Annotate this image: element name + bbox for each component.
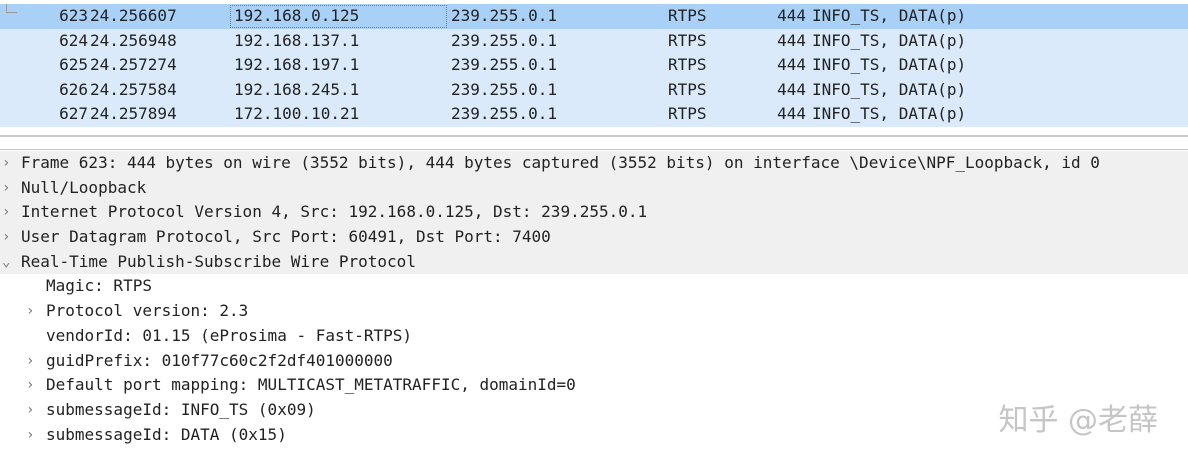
detail-text: guidPrefix: 010f77c60c2f2df401000000: [46, 350, 393, 370]
cell-src: 192.168.137.1: [234, 30, 360, 50]
cell-dst: 239.255.0.1: [451, 30, 557, 50]
cell-dst: 239.255.0.1: [451, 55, 557, 75]
cell-proto: RTPS: [668, 104, 707, 124]
cell-info: INFO_TS, DATA(p): [812, 30, 967, 50]
cell-time: 24.257584: [90, 79, 177, 99]
detail-text: submessageId: DATA (0x15): [46, 424, 287, 444]
chevron-right-icon[interactable]: ›: [2, 155, 11, 171]
cell-dst: 239.255.0.1: [451, 79, 557, 99]
cell-src: 192.168.197.1: [234, 55, 360, 75]
focus-cell: [230, 5, 447, 28]
chevron-right-icon[interactable]: ›: [2, 204, 11, 221]
cell-info: INFO_TS, DATA(p): [812, 6, 967, 25]
packet-row[interactable]: 627 24.257894 172.100.10.21 239.255.0.1 RTPS…: [0, 102, 1188, 127]
cell-proto: RTPS: [668, 79, 707, 99]
cell-time: 24.256948: [90, 30, 177, 50]
detail-text: Default port mapping: MULTICAST_METATRAF…: [46, 375, 576, 395]
chevron-right-icon[interactable]: ›: [26, 352, 35, 369]
detail-tree-item[interactable]: › Internet Protocol Version 4, Src: 192.1…: [0, 200, 1188, 226]
detail-text: Protocol version: 2.3: [46, 301, 249, 321]
cell-time: 24.257274: [90, 55, 177, 75]
detail-tree-item[interactable]: vendorId: 01.15 (eProsima - Fast-RTPS): [0, 324, 1188, 349]
cell-proto: RTPS: [668, 30, 707, 50]
cell-no: 623: [59, 6, 88, 25]
chevron-right-icon[interactable]: ›: [26, 401, 35, 418]
detail-text: Internet Protocol Version 4, Src: 192.16…: [21, 202, 648, 222]
packet-list: 623 24.256607 192.168.0.125 239.255.0.1 RTPS…: [0, 0, 1188, 130]
cell-src: 172.100.10.21: [234, 104, 360, 124]
chevron-down-icon[interactable]: ⌄: [2, 253, 11, 270]
detail-tree-item[interactable]: Magic: RTPS: [0, 274, 1188, 299]
detail-text: vendorId: 01.15 (eProsima - Fast-RTPS): [46, 325, 413, 345]
detail-text: Frame 623: 444 bytes on wire (3552 bits)…: [21, 153, 1100, 172]
cell-len: 444: [777, 79, 806, 99]
cell-src: 192.168.0.125: [234, 6, 360, 25]
chevron-right-icon[interactable]: ›: [26, 303, 35, 320]
detail-text: Magic: RTPS: [46, 276, 152, 296]
cell-dst: 239.255.0.1: [451, 6, 557, 25]
detail-tree-item[interactable]: › Protocol version: 2.3: [0, 299, 1188, 324]
packet-row[interactable]: 624 24.256948 192.168.137.1 239.255.0.1 RTPS…: [0, 28, 1188, 54]
chevron-right-icon[interactable]: ›: [2, 229, 11, 246]
packet-row[interactable]: 623 24.256607 192.168.0.125 239.255.0.1 RTPS…: [0, 4, 1188, 29]
cell-len: 444: [777, 30, 806, 50]
detail-tree-item[interactable]: › guidPrefix: 010f77c60c2f2df401000000: [0, 349, 1188, 374]
detail-tree-item[interactable]: › submessageId: DATA (0x15): [0, 423, 1188, 448]
cell-src: 192.168.245.1: [234, 79, 360, 99]
cell-no: 626: [59, 79, 88, 99]
cell-len: 444: [777, 6, 806, 25]
cell-time: 24.256607: [90, 6, 177, 25]
pane-splitter[interactable]: [0, 135, 1188, 150]
cell-len: 444: [777, 55, 806, 75]
cell-no: 625: [59, 55, 88, 75]
tree-connector: [6, 4, 17, 13]
chevron-right-icon[interactable]: ›: [26, 377, 35, 394]
chevron-right-icon[interactable]: ›: [26, 426, 35, 443]
cell-time: 24.257894: [90, 104, 177, 124]
detail-text: submessageId: INFO_TS (0x09): [46, 399, 316, 419]
chevron-right-icon[interactable]: ›: [2, 179, 11, 196]
detail-tree-item[interactable]: › submessageId: INFO_TS (0x09): [0, 398, 1188, 423]
cell-info: INFO_TS, DATA(p): [812, 55, 967, 75]
detail-tree-item[interactable]: › Default port mapping: MULTICAST_METATRA…: [0, 373, 1188, 398]
detail-tree-item[interactable]: › Null/Loopback: [0, 175, 1188, 201]
cell-dst: 239.255.0.1: [451, 104, 557, 124]
cell-len: 444: [777, 104, 806, 124]
cell-info: INFO_TS, DATA(p): [812, 79, 967, 99]
detail-tree-item[interactable]: ⌄ Real-Time Publish-Subscribe Wire Protoc…: [0, 249, 1188, 275]
watermark: 知乎 @老薛: [998, 403, 1158, 438]
cell-proto: RTPS: [668, 55, 707, 75]
packet-row[interactable]: 625 24.257274 192.168.197.1 239.255.0.1 RTPS…: [0, 53, 1188, 78]
packet-details-tree: › Frame 623: 444 bytes on wire (3552 bits…: [0, 151, 1188, 447]
detail-text: Real-Time Publish-Subscribe Wire Protoco…: [21, 251, 416, 271]
packet-row[interactable]: 626 24.257584 192.168.245.1 239.255.0.1 RTPS…: [0, 77, 1188, 103]
cell-info: INFO_TS, DATA(p): [812, 104, 967, 124]
detail-tree-item[interactable]: › User Datagram Protocol, Src Port: 60491…: [0, 225, 1188, 250]
detail-tree-item[interactable]: › Frame 623: 444 bytes on wire (3552 bits…: [0, 151, 1188, 176]
detail-text: Null/Loopback: [21, 177, 147, 197]
cell-no: 624: [59, 30, 88, 50]
cell-proto: RTPS: [668, 6, 707, 25]
detail-text: User Datagram Protocol, Src Port: 60491,…: [21, 227, 551, 247]
cell-no: 627: [59, 104, 88, 124]
